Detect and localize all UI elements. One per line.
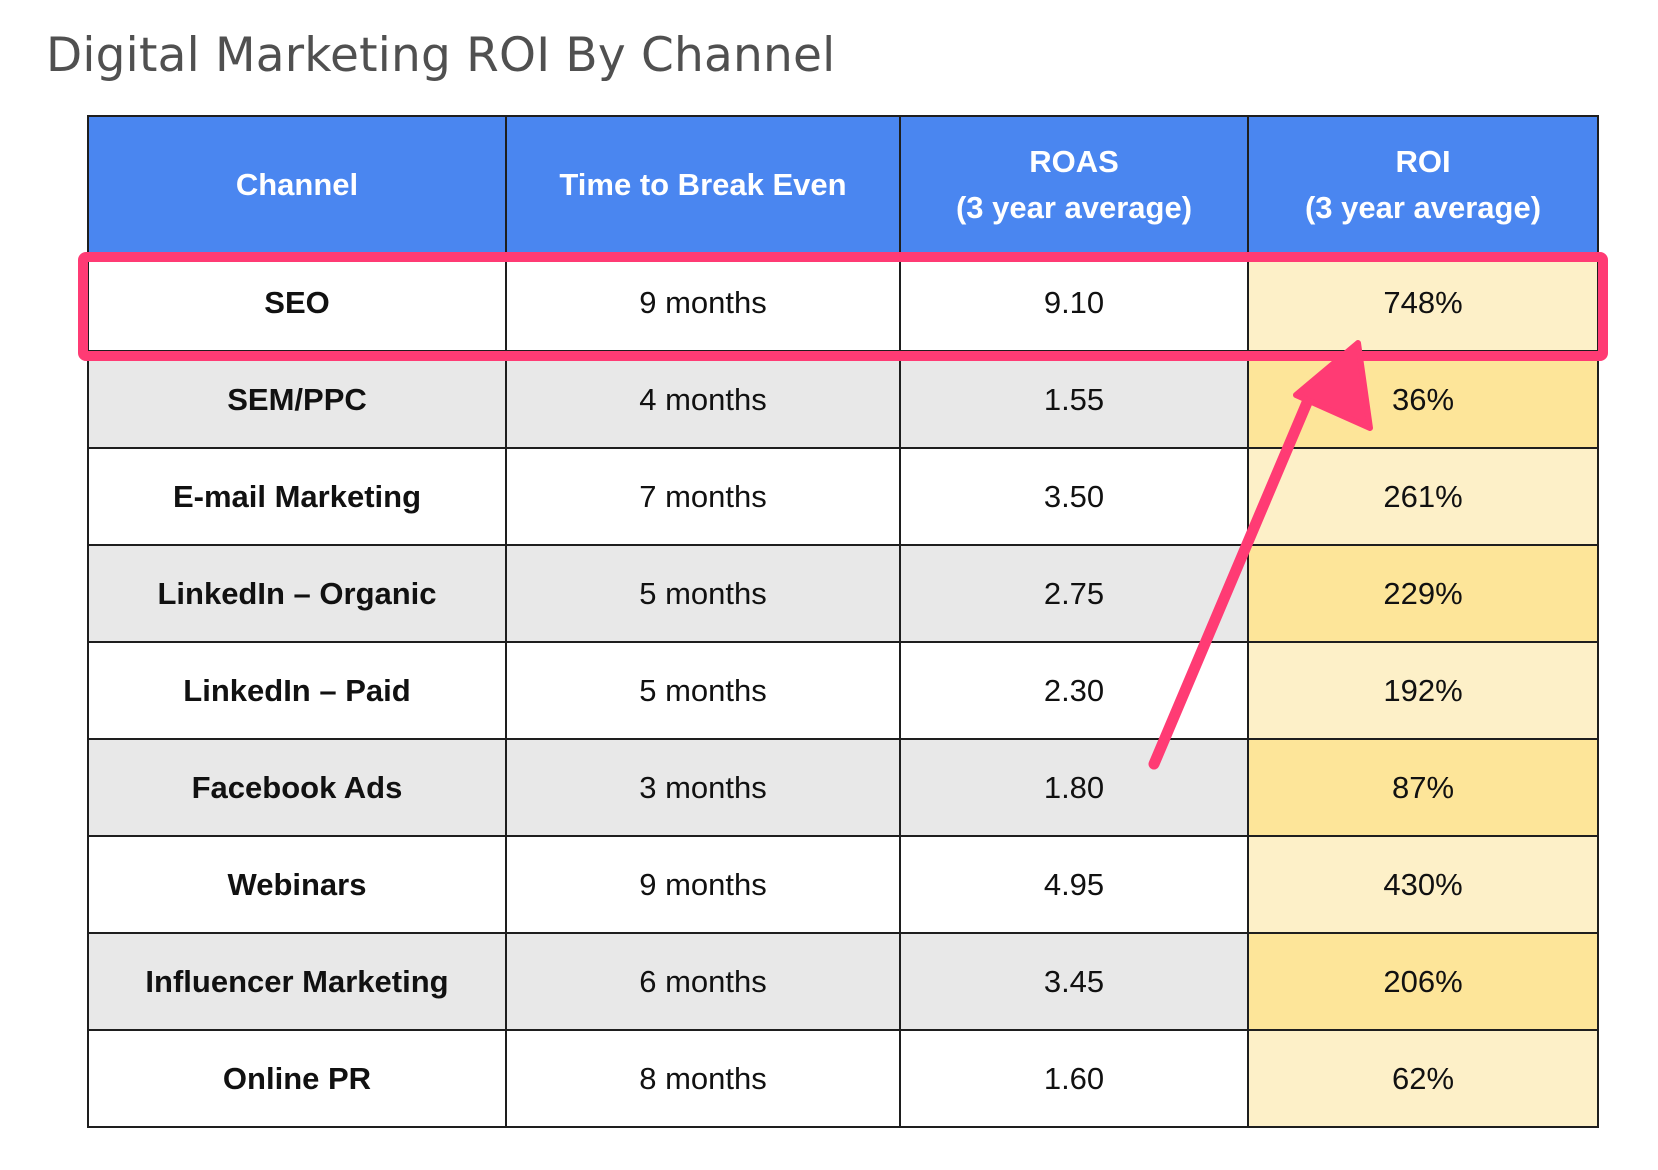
table-row: Webinars 9 months 4.95 430% (87, 835, 1599, 934)
table-row: Influencer Marketing 6 months 3.45 206% (87, 932, 1599, 1031)
roas-cell: 1.55 (899, 350, 1249, 449)
roi-cell: 748% (1247, 253, 1599, 352)
table-row: SEM/PPC 4 months 1.55 36% (87, 350, 1599, 449)
table-row: Online PR 8 months 1.60 62% (87, 1029, 1599, 1128)
table-row: E-mail Marketing 7 months 3.50 261% (87, 447, 1599, 546)
channel-cell: SEO (87, 253, 507, 352)
channel-cell: E-mail Marketing (87, 447, 507, 546)
roi-cell: 261% (1247, 447, 1599, 546)
channel-cell: LinkedIn – Organic (87, 544, 507, 643)
channel-cell: LinkedIn – Paid (87, 641, 507, 740)
roi-cell: 206% (1247, 932, 1599, 1031)
time-to-break-even-cell: 9 months (505, 253, 901, 352)
roas-cell: 9.10 (899, 253, 1249, 352)
roi-cell: 62% (1247, 1029, 1599, 1128)
header-row: Channel Time to Break Even ROAS (3 year ave… (87, 115, 1599, 255)
column-header-label: (3 year average) (955, 190, 1193, 225)
time-to-break-even-cell: 3 months (505, 738, 901, 837)
time-to-break-even-cell: 4 months (505, 350, 901, 449)
channel-cell: Online PR (87, 1029, 507, 1128)
column-header-label: (3 year average) (1304, 190, 1542, 225)
time-to-break-even-cell: 9 months (505, 835, 901, 934)
column-header-label: Time to Break Even (559, 167, 847, 202)
roi-cell: 229% (1247, 544, 1599, 643)
roas-cell: 4.95 (899, 835, 1249, 934)
time-to-break-even-cell: 5 months (505, 641, 901, 740)
roas-cell: 1.60 (899, 1029, 1249, 1128)
roas-cell: 3.50 (899, 447, 1249, 546)
roi-table: Channel Time to Break Even ROAS (3 year ave… (87, 115, 1599, 1128)
roas-cell: 2.75 (899, 544, 1249, 643)
table-body: SEO 9 months 9.10 748% SEM/PPC 4 months 1.55 36… (87, 253, 1599, 1128)
column-header-roas: ROAS (3 year average) (899, 115, 1249, 255)
roi-cell: 36% (1247, 350, 1599, 449)
channel-cell: Webinars (87, 835, 507, 934)
column-header-label: ROI (1395, 144, 1451, 179)
time-to-break-even-cell: 7 months (505, 447, 901, 546)
roas-cell: 1.80 (899, 738, 1249, 837)
roi-cell: 87% (1247, 738, 1599, 837)
column-header-label: ROAS (1029, 144, 1119, 179)
time-to-break-even-cell: 6 months (505, 932, 901, 1031)
channel-cell: Facebook Ads (87, 738, 507, 837)
column-header-time-to-break-even: Time to Break Even (505, 115, 901, 255)
column-header-roi: ROI (3 year average) (1247, 115, 1599, 255)
page-title: Digital Marketing ROI By Channel (46, 28, 836, 83)
channel-cell: Influencer Marketing (87, 932, 507, 1031)
table-row: LinkedIn – Organic 5 months 2.75 229% (87, 544, 1599, 643)
roas-cell: 3.45 (899, 932, 1249, 1031)
roi-cell: 430% (1247, 835, 1599, 934)
table-row: SEO 9 months 9.10 748% (87, 253, 1599, 352)
table-row: Facebook Ads 3 months 1.80 87% (87, 738, 1599, 837)
roi-cell: 192% (1247, 641, 1599, 740)
roas-cell: 2.30 (899, 641, 1249, 740)
channel-cell: SEM/PPC (87, 350, 507, 449)
column-header-label: Channel (235, 167, 359, 202)
table-row: LinkedIn – Paid 5 months 2.30 192% (87, 641, 1599, 740)
time-to-break-even-cell: 5 months (505, 544, 901, 643)
time-to-break-even-cell: 8 months (505, 1029, 901, 1128)
column-header-channel: Channel (87, 115, 507, 255)
